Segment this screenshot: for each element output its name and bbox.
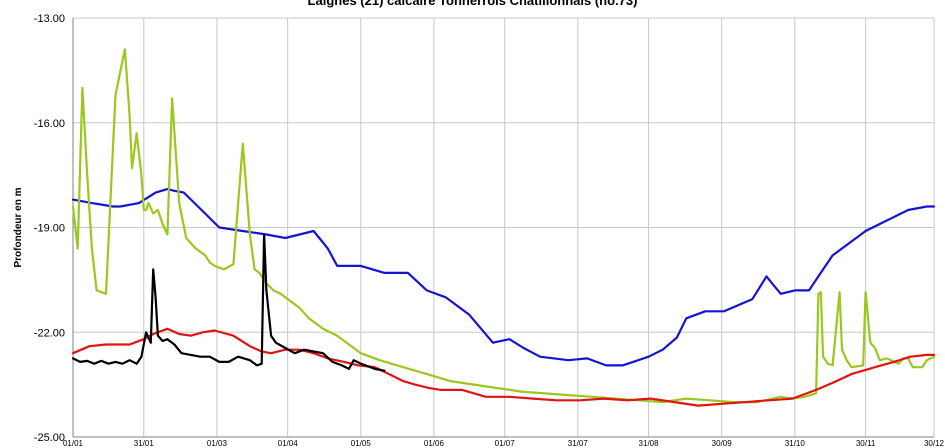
x-tick-label: 31/01 [134, 439, 155, 448]
x-tick-label: 30/11 [856, 439, 876, 448]
x-tick-label: 01/07 [495, 439, 516, 448]
series-line-1 [71, 188, 936, 367]
y-axis-label: Profondeur en m [13, 187, 24, 267]
y-tick-label: -25.00 [34, 432, 65, 444]
x-tick-label: 30/09 [712, 439, 733, 448]
y-tick-label: -19.00 [34, 223, 65, 235]
x-tick-label: 31/10 [785, 439, 806, 448]
x-tick-label: 01/06 [424, 439, 445, 448]
x-tick-label: 30/12 [924, 439, 945, 448]
x-tick-label: 01/01 [63, 439, 84, 448]
series-line-2 [71, 48, 936, 404]
y-tick-label: -13.00 [34, 13, 65, 25]
x-tick-label: 01/05 [351, 439, 372, 448]
x-tick-label: 31/07 [568, 439, 589, 448]
chart-title: Laignes (21) calcaire Tonnerrois Chatill… [307, 0, 638, 8]
series-line-4 [71, 233, 386, 372]
x-tick-label: 31/08 [639, 439, 660, 448]
y-tick-label: -16.00 [34, 118, 65, 130]
x-tick-label: 01/03 [207, 439, 228, 448]
series-line-3 [71, 327, 936, 407]
x-tick-label: 01/04 [278, 439, 299, 448]
y-tick-label: -22.00 [34, 327, 65, 339]
